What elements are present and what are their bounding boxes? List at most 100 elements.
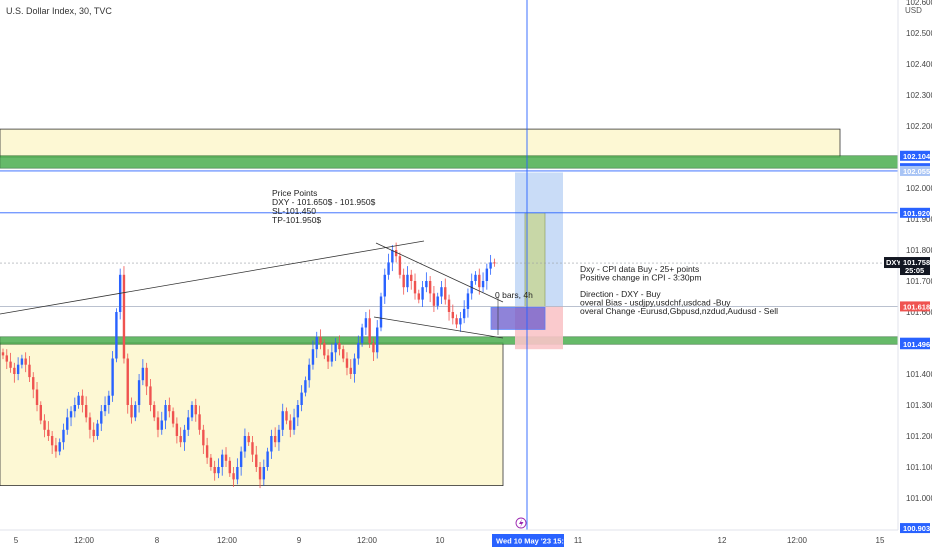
candle-body[interactable] bbox=[432, 293, 436, 306]
candle-body[interactable] bbox=[103, 405, 107, 412]
candle-body[interactable] bbox=[198, 414, 201, 430]
candle-body[interactable] bbox=[459, 318, 462, 325]
candle-body[interactable] bbox=[217, 467, 220, 474]
candle-body[interactable] bbox=[35, 389, 39, 406]
candle-body[interactable] bbox=[24, 358, 27, 365]
candle-body[interactable] bbox=[311, 349, 315, 365]
candle-body[interactable] bbox=[466, 293, 470, 309]
candle-body[interactable] bbox=[156, 417, 160, 430]
candle-body[interactable] bbox=[398, 256, 402, 275]
candle-body[interactable] bbox=[153, 405, 156, 418]
candle-body[interactable] bbox=[262, 467, 266, 480]
candle-body[interactable] bbox=[179, 436, 182, 443]
demand-zone[interactable] bbox=[0, 342, 504, 487]
candle-body[interactable] bbox=[417, 293, 420, 300]
candle-body[interactable] bbox=[160, 420, 163, 430]
candle-body[interactable] bbox=[236, 467, 239, 480]
candle-body[interactable] bbox=[81, 395, 84, 405]
candle-body[interactable] bbox=[32, 377, 35, 390]
candle-body[interactable] bbox=[489, 262, 492, 269]
candle-body[interactable] bbox=[149, 386, 152, 405]
candle-body[interactable] bbox=[296, 405, 300, 418]
candle-body[interactable] bbox=[402, 274, 405, 288]
candle-body[interactable] bbox=[338, 343, 341, 350]
candle-body[interactable] bbox=[239, 451, 243, 468]
candle-body[interactable] bbox=[379, 296, 383, 328]
candle-body[interactable] bbox=[213, 467, 216, 474]
bias-note-line[interactable]: Direction - DXY - Buy bbox=[580, 289, 661, 299]
candle-body[interactable] bbox=[436, 296, 439, 306]
candle-body[interactable] bbox=[349, 367, 352, 374]
candle-body[interactable] bbox=[126, 358, 129, 406]
candle-body[interactable] bbox=[228, 460, 231, 474]
candle-body[interactable] bbox=[9, 361, 12, 368]
candle-body[interactable] bbox=[481, 281, 485, 288]
candle-body[interactable] bbox=[289, 420, 292, 430]
candle-body[interactable] bbox=[232, 473, 235, 480]
candle-body[interactable] bbox=[62, 429, 65, 443]
bias-note-line[interactable]: Positive change in CPI - 3:30pm bbox=[580, 272, 701, 282]
candle-body[interactable] bbox=[209, 457, 213, 467]
candle-body[interactable] bbox=[383, 274, 386, 297]
candle-body[interactable] bbox=[130, 405, 133, 418]
entry-box[interactable] bbox=[490, 307, 546, 330]
bias-note-line[interactable]: overal Change -Eurusd,Gbpusd,nzdud,Audus… bbox=[580, 306, 778, 316]
candle-body[interactable] bbox=[410, 274, 413, 281]
candle-body[interactable] bbox=[115, 312, 118, 359]
candle-body[interactable] bbox=[270, 436, 273, 452]
candle-body[interactable] bbox=[478, 274, 481, 288]
candle-body[interactable] bbox=[224, 454, 228, 461]
candle-body[interactable] bbox=[171, 411, 175, 424]
candle-body[interactable] bbox=[391, 250, 394, 263]
candle-body[interactable] bbox=[16, 364, 20, 374]
candle-body[interactable] bbox=[387, 262, 390, 275]
candle-body[interactable] bbox=[421, 287, 424, 300]
candle-body[interactable] bbox=[137, 380, 141, 405]
candle-body[interactable] bbox=[47, 429, 50, 436]
wedge-line-upper[interactable] bbox=[375, 242, 504, 303]
candle-body[interactable] bbox=[39, 405, 42, 421]
support-band-1[interactable] bbox=[0, 336, 899, 345]
candle-body[interactable] bbox=[462, 308, 466, 319]
candle-body[interactable] bbox=[345, 358, 349, 368]
candle-body[interactable] bbox=[84, 405, 88, 418]
candle-body[interactable] bbox=[451, 312, 455, 319]
candle-body[interactable] bbox=[28, 364, 31, 378]
candle-body[interactable] bbox=[13, 367, 16, 374]
candle-body[interactable] bbox=[428, 281, 432, 294]
candle-body[interactable] bbox=[406, 274, 409, 288]
candle-body[interactable] bbox=[292, 417, 296, 430]
candle-body[interactable] bbox=[164, 405, 167, 421]
candle-body[interactable] bbox=[425, 281, 428, 288]
candle-body[interactable] bbox=[20, 358, 24, 365]
candle-body[interactable] bbox=[273, 436, 277, 443]
candle-body[interactable] bbox=[323, 343, 326, 356]
candle-body[interactable] bbox=[300, 392, 303, 405]
candle-body[interactable] bbox=[122, 274, 126, 359]
candle-body[interactable] bbox=[96, 423, 99, 436]
price-points-line[interactable]: Price Points bbox=[272, 188, 317, 198]
candle-body[interactable] bbox=[440, 287, 443, 297]
candle-body[interactable] bbox=[175, 423, 179, 436]
candle-body[interactable] bbox=[141, 367, 145, 381]
price-points-line[interactable]: TP-101.950$ bbox=[272, 215, 321, 225]
candle-body[interactable] bbox=[145, 367, 148, 387]
candle-body[interactable] bbox=[485, 268, 489, 281]
candle-body[interactable] bbox=[187, 417, 190, 430]
candle-body[interactable] bbox=[285, 411, 288, 421]
candle-body[interactable] bbox=[330, 352, 334, 362]
candle-body[interactable] bbox=[134, 405, 137, 418]
candle-body[interactable] bbox=[342, 349, 345, 359]
candle-body[interactable] bbox=[304, 380, 307, 393]
candle-body[interactable] bbox=[183, 429, 186, 443]
bias-note-line[interactable]: Dxy - CPI data Buy - 25+ points bbox=[580, 264, 699, 274]
candle-body[interactable] bbox=[334, 343, 337, 353]
candle-body[interactable] bbox=[360, 327, 364, 344]
candle-body[interactable] bbox=[357, 343, 360, 359]
price-points-line[interactable]: SL-101.450 bbox=[272, 206, 316, 216]
candle-body[interactable] bbox=[58, 442, 61, 452]
candle-body[interactable] bbox=[73, 405, 77, 412]
candle-body[interactable] bbox=[376, 327, 379, 353]
